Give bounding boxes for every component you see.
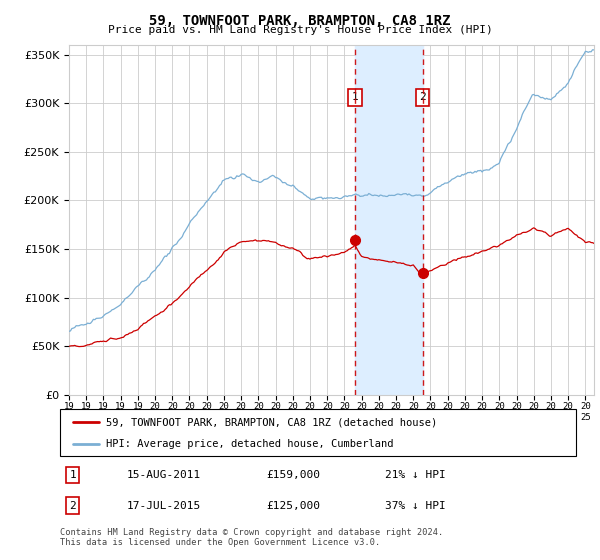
Text: HPI: Average price, detached house, Cumberland: HPI: Average price, detached house, Cumb… [106, 438, 394, 449]
Text: 21% ↓ HPI: 21% ↓ HPI [385, 470, 446, 480]
FancyBboxPatch shape [60, 409, 576, 456]
Text: £159,000: £159,000 [266, 470, 320, 480]
Bar [355, 45, 422, 395]
Text: 2: 2 [70, 501, 76, 511]
Text: 17-JUL-2015: 17-JUL-2015 [127, 501, 202, 511]
Text: 37% ↓ HPI: 37% ↓ HPI [385, 501, 446, 511]
Text: 15-AUG-2011: 15-AUG-2011 [127, 470, 202, 480]
Text: Contains HM Land Registry data © Crown copyright and database right 2024.
This d: Contains HM Land Registry data © Crown c… [60, 528, 443, 547]
Text: 1: 1 [70, 470, 76, 480]
Text: Price paid vs. HM Land Registry's House Price Index (HPI): Price paid vs. HM Land Registry's House … [107, 25, 493, 35]
Text: 59, TOWNFOOT PARK, BRAMPTON, CA8 1RZ: 59, TOWNFOOT PARK, BRAMPTON, CA8 1RZ [149, 14, 451, 28]
Text: 2: 2 [419, 92, 426, 102]
Text: £125,000: £125,000 [266, 501, 320, 511]
Text: 1: 1 [352, 92, 358, 102]
Text: 59, TOWNFOOT PARK, BRAMPTON, CA8 1RZ (detached house): 59, TOWNFOOT PARK, BRAMPTON, CA8 1RZ (de… [106, 417, 437, 427]
